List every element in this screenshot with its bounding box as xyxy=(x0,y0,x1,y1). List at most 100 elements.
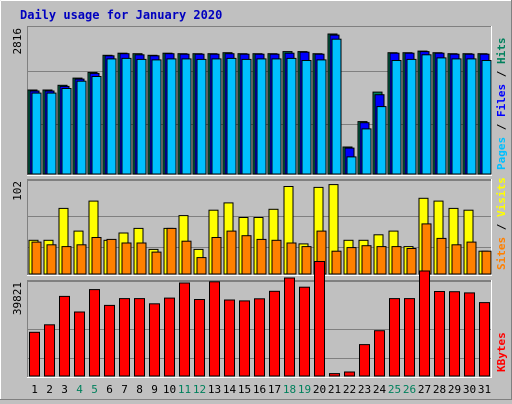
x-tick-label: 1 xyxy=(31,383,38,396)
bar-pages xyxy=(46,92,57,175)
legend-item-sites: Sites xyxy=(495,237,508,270)
bar-sites xyxy=(421,223,432,275)
bar-kbytes xyxy=(269,290,280,377)
bar-kbytes xyxy=(389,298,400,377)
bar-pages xyxy=(61,88,72,175)
x-tick-label: 20 xyxy=(313,383,326,396)
x-tick-label: 4 xyxy=(76,383,83,396)
bar-sites xyxy=(151,251,162,275)
x-tick-label: 29 xyxy=(448,383,461,396)
bar-kbytes xyxy=(479,302,490,377)
bar-kbytes xyxy=(464,292,475,377)
bar-kbytes xyxy=(254,298,265,377)
bar-pages xyxy=(211,58,222,175)
bar-kbytes xyxy=(74,311,85,377)
x-tick-label: 25 xyxy=(388,383,401,396)
x-tick-label: 19 xyxy=(298,383,311,396)
bar-kbytes xyxy=(239,300,250,377)
bar-kbytes xyxy=(179,282,190,377)
bar-sites xyxy=(451,244,462,275)
bar-kbytes xyxy=(104,304,115,377)
bar-pages xyxy=(481,60,492,175)
legend-item-kbytes: KBytes xyxy=(495,332,508,372)
bar-pages xyxy=(151,59,162,175)
bar-pages xyxy=(136,58,147,175)
bar-kbytes xyxy=(314,261,325,377)
bar-kbytes xyxy=(284,277,295,377)
bar-pages xyxy=(316,59,327,175)
bar-pages xyxy=(121,57,132,175)
bar-pages xyxy=(436,57,447,175)
x-tick-label: 31 xyxy=(478,383,491,396)
panel-hits-files-pages: 2816 Pages / Files / Hits xyxy=(11,26,508,176)
bar-sites xyxy=(481,250,492,275)
bar-kbytes xyxy=(299,286,310,377)
bar-pages xyxy=(226,57,237,175)
bar-sites xyxy=(391,246,402,275)
bar-pages xyxy=(196,58,207,175)
bar-sites xyxy=(46,244,57,275)
bar-sites xyxy=(106,238,117,275)
bar-sites xyxy=(76,244,87,275)
x-tick-label: 8 xyxy=(136,383,143,396)
bar-sites xyxy=(136,242,147,275)
bar-sites xyxy=(466,241,477,275)
legend-separator: / xyxy=(495,64,508,84)
bar-pages xyxy=(331,38,342,175)
x-tick-label: 23 xyxy=(358,383,371,396)
x-tick-label: 21 xyxy=(328,383,341,396)
bar-pages xyxy=(451,58,462,175)
bar-sites xyxy=(226,230,237,275)
legend-kbytes: KBytes xyxy=(495,332,508,372)
bar-kbytes xyxy=(194,299,205,377)
legend-hits-files-pages: Pages / Files / Hits xyxy=(495,38,508,171)
bar-pages xyxy=(271,58,282,175)
bar-sites xyxy=(211,237,222,275)
legend-separator: / xyxy=(495,117,508,137)
bar-pages xyxy=(181,58,192,175)
x-tick-label: 2 xyxy=(46,383,53,396)
x-tick-label: 9 xyxy=(151,383,158,396)
legend-item-files: Files xyxy=(495,84,508,117)
bar-kbytes xyxy=(224,299,235,377)
panel-kbytes: 39821 KBytes xyxy=(11,261,508,378)
bar-kbytes xyxy=(149,303,160,377)
y-max-label: 39821 xyxy=(11,282,24,315)
bar-kbytes xyxy=(419,270,430,377)
bar-kbytes xyxy=(164,297,175,377)
bar-pages xyxy=(361,128,372,175)
bar-sites xyxy=(286,242,297,275)
x-tick-label: 22 xyxy=(343,383,356,396)
x-tick-label: 6 xyxy=(106,383,113,396)
bar-sites xyxy=(361,245,372,275)
bar-kbytes xyxy=(89,289,100,377)
bar-sites xyxy=(406,248,417,275)
bar-kbytes xyxy=(434,291,445,377)
x-tick-label: 12 xyxy=(193,383,206,396)
bar-pages xyxy=(241,58,252,175)
bar-kbytes xyxy=(359,344,370,377)
bar-kbytes xyxy=(134,298,145,377)
bar-sites xyxy=(166,227,177,275)
x-tick-label: 15 xyxy=(238,383,251,396)
x-tick-label: 13 xyxy=(208,383,221,396)
legend-separator: / xyxy=(495,217,508,237)
bar-sites xyxy=(91,237,102,275)
bar-pages xyxy=(466,58,477,175)
bar-pages xyxy=(106,58,117,175)
x-tick-label: 14 xyxy=(223,383,237,396)
bar-sites xyxy=(256,238,267,275)
bar-pages xyxy=(91,76,102,175)
bar-sites xyxy=(181,240,192,275)
x-tick-label: 16 xyxy=(253,383,266,396)
bar-kbytes xyxy=(44,324,55,377)
x-tick-label: 3 xyxy=(61,383,68,396)
x-tick-label: 30 xyxy=(463,383,476,396)
bar-pages xyxy=(301,60,312,175)
bar-pages xyxy=(256,58,267,175)
x-tick-label: 28 xyxy=(433,383,446,396)
bar-pages xyxy=(391,60,402,175)
bar-sites xyxy=(301,246,312,275)
bar-sites xyxy=(376,246,387,275)
